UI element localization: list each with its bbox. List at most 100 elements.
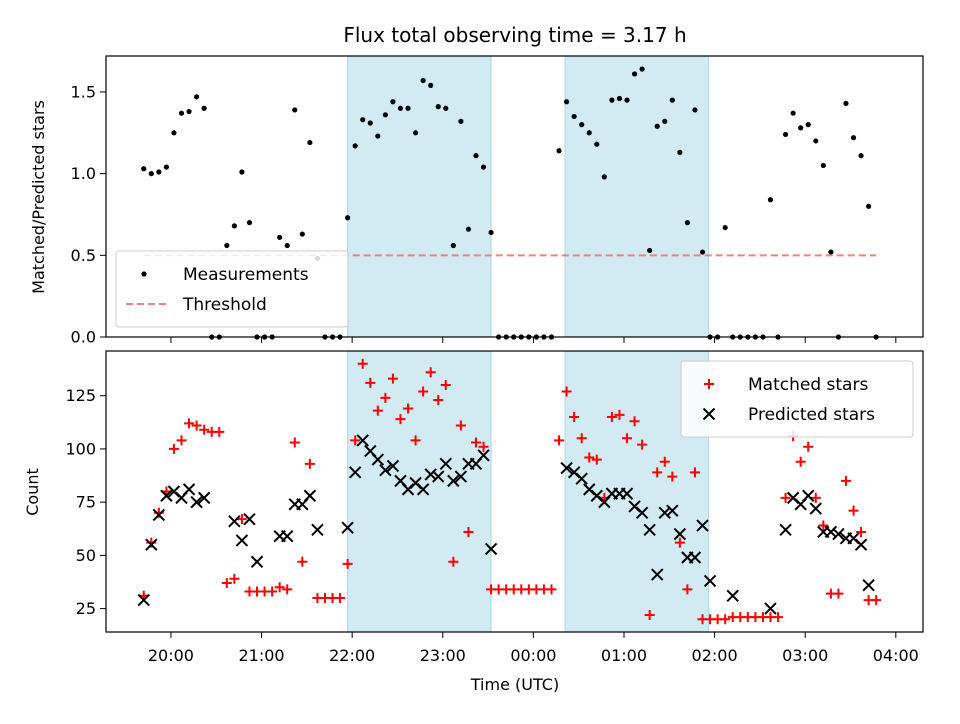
bottom-legend: Matched stars Predicted stars — [680, 360, 914, 438]
bottom-point — [289, 437, 300, 448]
top-point — [767, 197, 774, 203]
top-point — [352, 143, 358, 149]
top-point — [367, 120, 373, 126]
top-point — [669, 97, 675, 103]
bottom-point — [387, 373, 398, 384]
top-point — [488, 229, 494, 236]
bottom-point — [802, 489, 815, 502]
top-point — [594, 141, 600, 147]
bottom-point — [637, 439, 648, 450]
bottom-point — [356, 434, 369, 447]
bottom-point — [667, 471, 678, 482]
bottom-point — [688, 551, 702, 564]
bottom-point — [335, 592, 346, 603]
top-point — [662, 118, 668, 124]
top-point — [156, 169, 162, 175]
bottom-point — [433, 394, 444, 405]
bottom-point — [342, 558, 353, 569]
top-point — [171, 130, 177, 136]
bottom-point — [614, 409, 625, 420]
top-point — [141, 166, 147, 172]
bottom-point — [372, 405, 383, 416]
top-point — [246, 220, 253, 226]
bottom-point — [304, 458, 315, 469]
bottom-point — [229, 573, 240, 584]
bottom-point — [357, 358, 368, 369]
bottom-legend-swatch-1 — [704, 379, 714, 389]
top-point — [828, 249, 834, 255]
bottom-point — [311, 523, 324, 537]
top-point — [556, 148, 562, 154]
top-point — [798, 125, 804, 131]
top-point — [722, 224, 728, 231]
bottom-point — [447, 474, 460, 488]
top-point — [579, 122, 585, 128]
top-point — [390, 99, 396, 105]
bottom-shaded-interval-1 — [347, 350, 492, 633]
bottom-point — [780, 492, 791, 503]
top-legend-label-2: Threshold — [182, 295, 267, 315]
top-point — [201, 105, 207, 111]
bottom-point — [303, 489, 317, 502]
top-point — [382, 112, 388, 118]
bottom-point — [635, 506, 649, 519]
bottom-point — [871, 595, 882, 606]
top-point — [397, 105, 404, 111]
top-point — [654, 123, 660, 129]
x-tick-label: 23:00 — [420, 646, 466, 665]
bottom-y-tick-label: 75 — [76, 493, 96, 512]
top-point — [571, 113, 577, 120]
bottom-point — [809, 502, 822, 515]
top-point — [820, 162, 826, 169]
bottom-point — [569, 411, 580, 422]
top-point — [782, 131, 789, 138]
bottom-point — [673, 527, 687, 541]
bottom-point — [152, 508, 166, 522]
bottom-point — [184, 418, 195, 429]
bottom-point — [235, 534, 249, 547]
bottom-point — [644, 609, 655, 620]
bottom-point — [168, 443, 179, 454]
bottom-point — [795, 456, 806, 467]
top-point — [284, 242, 290, 249]
bottom-point — [803, 441, 814, 452]
x-tick-label: 02:00 — [692, 646, 738, 665]
top-legend-box — [115, 250, 349, 328]
bottom-point — [560, 461, 573, 475]
top-point — [639, 66, 645, 72]
top-point — [307, 139, 313, 146]
top-point — [850, 135, 857, 141]
bottom-point — [726, 589, 739, 603]
top-y-tick-label: 1.5 — [71, 82, 96, 101]
top-point — [435, 104, 441, 110]
bottom-point — [160, 489, 173, 502]
top-series-1 — [141, 66, 879, 340]
top-y-tick-label: 1.0 — [71, 164, 96, 183]
bottom-legend-label-2: Predicted stars — [748, 405, 875, 425]
bottom-point — [250, 555, 264, 568]
bottom-point — [379, 464, 392, 477]
x-tick-label: 03:00 — [782, 646, 828, 665]
top-point — [458, 118, 464, 124]
bottom-point — [197, 491, 211, 505]
bottom-point — [418, 386, 429, 397]
top-point — [647, 247, 653, 254]
chart-title: Flux total observing time = 3.17 h — [343, 23, 686, 47]
bottom-point — [454, 470, 468, 483]
top-point — [616, 95, 623, 102]
bottom-point — [282, 584, 293, 595]
top-panel: 0.0 0.5 1.0 1.5 Measurements Threshold — [71, 55, 924, 347]
bottom-point — [856, 526, 867, 537]
bottom-point — [584, 452, 595, 463]
bottom-point — [833, 588, 844, 599]
top-point — [239, 169, 245, 175]
top-point — [292, 107, 298, 113]
bottom-point — [652, 467, 663, 478]
bottom-point — [403, 403, 414, 414]
x-axis-label: Time (UTC) — [470, 675, 559, 694]
bottom-point — [818, 520, 829, 531]
top-point — [480, 164, 487, 170]
bottom-point — [575, 472, 588, 485]
